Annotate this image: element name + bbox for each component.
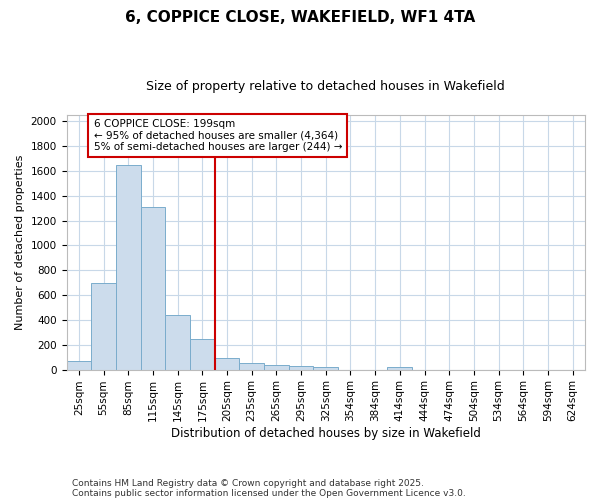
Y-axis label: Number of detached properties: Number of detached properties [15,154,25,330]
Bar [140,207,165,370]
Bar [264,366,289,370]
Bar [190,338,215,370]
Title: Size of property relative to detached houses in Wakefield: Size of property relative to detached ho… [146,80,505,93]
Bar [67,361,91,370]
Bar [388,367,412,370]
Text: 6, COPPICE CLOSE, WAKEFIELD, WF1 4TA: 6, COPPICE CLOSE, WAKEFIELD, WF1 4TA [125,10,475,25]
Bar [239,363,264,370]
Bar [165,315,190,370]
Bar [215,358,239,370]
Bar [116,164,140,370]
Bar [313,367,338,370]
Text: Contains HM Land Registry data © Crown copyright and database right 2025.: Contains HM Land Registry data © Crown c… [72,478,424,488]
X-axis label: Distribution of detached houses by size in Wakefield: Distribution of detached houses by size … [171,427,481,440]
Bar [91,282,116,370]
Text: 6 COPPICE CLOSE: 199sqm
← 95% of detached houses are smaller (4,364)
5% of semi-: 6 COPPICE CLOSE: 199sqm ← 95% of detache… [94,118,342,152]
Bar [289,366,313,370]
Text: Contains public sector information licensed under the Open Government Licence v3: Contains public sector information licen… [72,488,466,498]
